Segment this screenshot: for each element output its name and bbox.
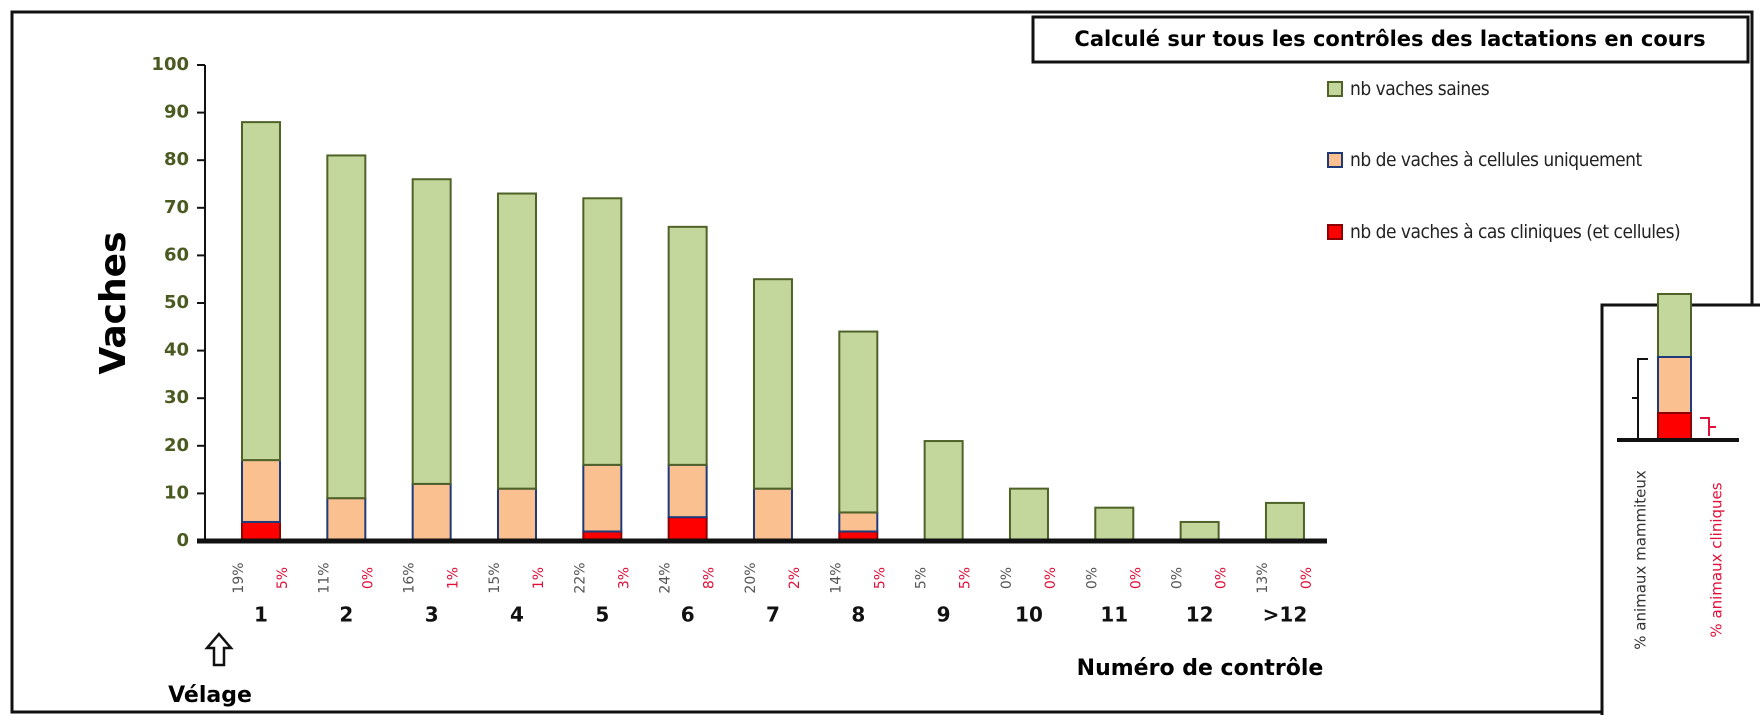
x-tick-label: 8 [851,603,865,627]
bar-segment [838,511,879,533]
pct-cliniques: 8% [702,567,718,589]
pct-mammiteux: 14% [828,562,844,593]
inset-bracket [1632,358,1648,440]
pct-cliniques: 1% [531,567,547,589]
pct-mammiteux: 22% [572,562,588,593]
y-tick-label: 50 [164,292,189,313]
legend-swatch [1327,224,1343,240]
bar-segment [1008,487,1049,543]
y-tick-label: 0 [176,530,189,551]
pct-mammiteux: 20% [743,562,759,593]
bar-segment [752,487,793,543]
legend-swatch [1327,81,1343,97]
x-tick-label: 11 [1100,603,1128,627]
x-tick-label: 3 [425,603,439,627]
inset-bar [1657,412,1692,441]
bar-segment [752,278,793,490]
x-tick-label: 10 [1015,603,1043,627]
pct-cliniques: 0% [1299,567,1315,589]
bar-segment [667,516,708,543]
pct-cliniques: 0% [1128,567,1144,589]
pct-cliniques: 3% [616,567,632,589]
bar-segment [496,192,537,490]
bar-segment [326,154,367,500]
pct-cliniques: 5% [958,567,974,589]
y-tick-label: 80 [164,149,189,170]
pct-mammiteux: 24% [658,562,674,593]
legend-label: nb de vaches à cas cliniques (et cellule… [1350,221,1681,243]
bar-segment [241,121,281,462]
pct-mammiteux: 19% [231,562,247,593]
pct-mammiteux: 0% [1170,567,1186,589]
bar-segment [241,459,281,523]
bar-segment [411,178,452,485]
bar-segment [1094,506,1135,542]
y-tick-label: 100 [151,54,189,75]
legend-label: nb de vaches à cellules uniquement [1350,149,1642,171]
bar-segment [326,497,367,543]
pct-cliniques: 0% [1043,567,1059,589]
y-tick-label: 20 [164,435,189,456]
bar-segment [667,463,708,519]
inset-bar [1657,293,1692,358]
pct-mammiteux: 16% [402,562,418,593]
pct-mammiteux: 0% [1084,567,1100,589]
pct-cliniques: 5% [872,567,888,589]
y-tick-label: 30 [164,387,189,408]
pct-cliniques: 5% [275,567,291,589]
y-tick-label: 60 [164,244,189,265]
x-tick-label: 9 [937,603,951,627]
y-tick-label: 90 [164,102,189,123]
inset-bar [1657,356,1692,414]
annotation: Vélage [168,683,252,708]
bar-segment [838,330,879,514]
legend-title-box [1031,15,1750,64]
pct-cliniques: 2% [787,567,803,589]
pct-cliniques: 0% [1214,567,1230,589]
legend-label: nb vaches saines [1350,78,1490,100]
arrow [204,632,234,667]
x-tick-label: 6 [681,603,695,627]
inset-bracket [1700,417,1716,436]
pct-mammiteux: 13% [1255,562,1271,593]
legend-swatch [1327,152,1343,168]
bar-segment [582,197,623,466]
bar-segment [411,482,452,543]
pct-mammiteux: 0% [999,567,1015,589]
x-axis-label: Numéro de contrôle [1077,656,1324,681]
bar-segment [1264,501,1305,543]
bar-segment [923,440,964,543]
y-axis-label: Vaches [93,232,134,375]
y-tick-label: 70 [164,197,189,218]
pct-cliniques: 0% [360,567,376,589]
bar-segment [582,463,623,533]
x-tick-label: 2 [339,603,353,627]
pct-cliniques: 1% [446,567,462,589]
pct-mammiteux: 15% [487,562,503,593]
inset-label: % animaux cliniques [1708,482,1726,637]
legend-title: Calculé sur tous les contrôles des lacta… [1074,27,1705,51]
bar-segment [496,487,537,543]
x-tick-label: 12 [1186,603,1214,627]
y-tick-label: 40 [164,340,189,361]
x-tick-label: >12 [1263,603,1308,627]
pct-mammiteux: 11% [316,562,332,593]
x-tick-label: 1 [254,603,268,627]
inset-label: % animaux mammiteux [1632,470,1650,650]
x-tick-label: 7 [766,603,780,627]
bar-segment [667,225,708,466]
bar-segment [1179,520,1220,543]
pct-mammiteux: 5% [914,567,930,589]
x-tick-label: 5 [595,603,609,627]
bar-segment [241,520,281,543]
y-tick-label: 10 [164,482,189,503]
x-tick-label: 4 [510,603,524,627]
